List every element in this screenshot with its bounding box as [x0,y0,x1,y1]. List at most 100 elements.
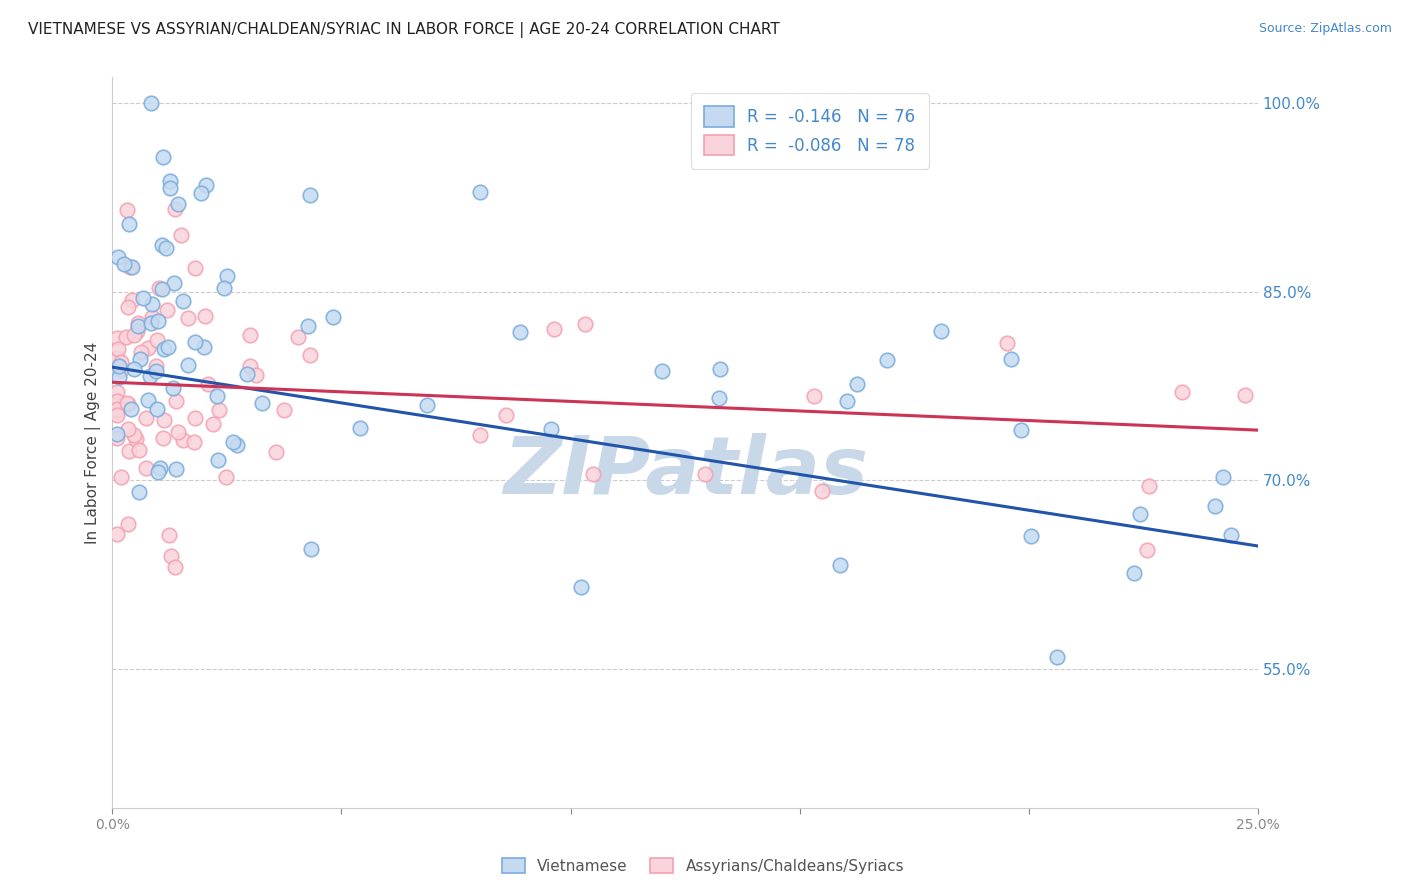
Point [146,465,169,479]
Point [138,341,160,355]
Point [139,368,162,383]
Point [139,316,162,330]
Y-axis label: In Labor Force | Age 20-24: In Labor Force | Age 20-24 [86,342,101,544]
Point [145,364,167,378]
Point [132,291,155,305]
Point [574,317,596,331]
Point [1233,388,1256,402]
Point [122,362,145,376]
Point [150,238,173,252]
Point [110,470,132,484]
Point [108,369,131,384]
Point [222,434,245,449]
Point [117,396,139,410]
Point [252,396,274,410]
Point [162,277,184,291]
Point [287,330,309,344]
Point [139,95,162,110]
Point [105,427,128,442]
Point [184,335,207,350]
Point [165,560,187,574]
Point [1171,384,1194,399]
Point [1123,566,1146,581]
Point [115,330,138,344]
Point [120,260,142,274]
Point [177,311,200,326]
Point [215,470,238,484]
Point [105,431,128,445]
Point [1219,528,1241,542]
Point [264,445,287,459]
Point [1010,423,1032,437]
Point [803,389,825,403]
Point [226,438,249,452]
Point [195,178,218,192]
Point [107,342,129,356]
Point [107,359,129,373]
Point [141,310,163,325]
Point [117,422,139,436]
Point [157,528,180,542]
Point [170,227,193,242]
Point [1000,352,1022,367]
Point [651,363,673,377]
Point [128,485,150,500]
Point [202,417,225,431]
Point [121,260,143,274]
Point [349,421,371,435]
Point [299,347,322,361]
Point [197,376,219,391]
Point [208,403,231,417]
Point [105,409,128,423]
Text: ZIPatlas: ZIPatlas [502,433,868,511]
Point [190,186,212,200]
Point [1204,500,1226,514]
Point [145,402,167,417]
Point [117,203,139,218]
Point [148,313,170,327]
Point [207,453,229,467]
Point [122,427,145,442]
Point [110,363,132,377]
Point [117,517,139,532]
Point [1129,507,1152,521]
Point [582,467,605,481]
Point [1046,650,1069,665]
Point [105,384,128,399]
Point [105,393,128,408]
Point [105,527,128,541]
Point [159,174,181,188]
Point [105,403,128,417]
Point [160,549,183,564]
Point [995,335,1018,350]
Point [122,327,145,342]
Point [105,401,128,416]
Point [470,428,492,442]
Point [127,319,149,334]
Point [162,381,184,395]
Point [167,196,190,211]
Point [118,217,141,231]
Point [235,367,257,381]
Point [810,484,832,499]
Point [540,422,562,436]
Point [125,324,148,338]
Point [112,257,135,271]
Point [153,342,176,356]
Point [128,443,150,458]
Point [165,461,187,475]
Point [125,432,148,446]
Point [239,359,262,373]
Text: Source: ZipAtlas.com: Source: ZipAtlas.com [1258,22,1392,36]
Point [152,431,174,445]
Point [846,377,869,392]
Point [172,294,194,309]
Point [157,340,180,354]
Point [135,411,157,425]
Point [145,359,167,374]
Point [105,403,128,417]
Point [569,580,592,594]
Point [163,202,186,217]
Point [1212,469,1234,483]
Point [709,362,731,376]
